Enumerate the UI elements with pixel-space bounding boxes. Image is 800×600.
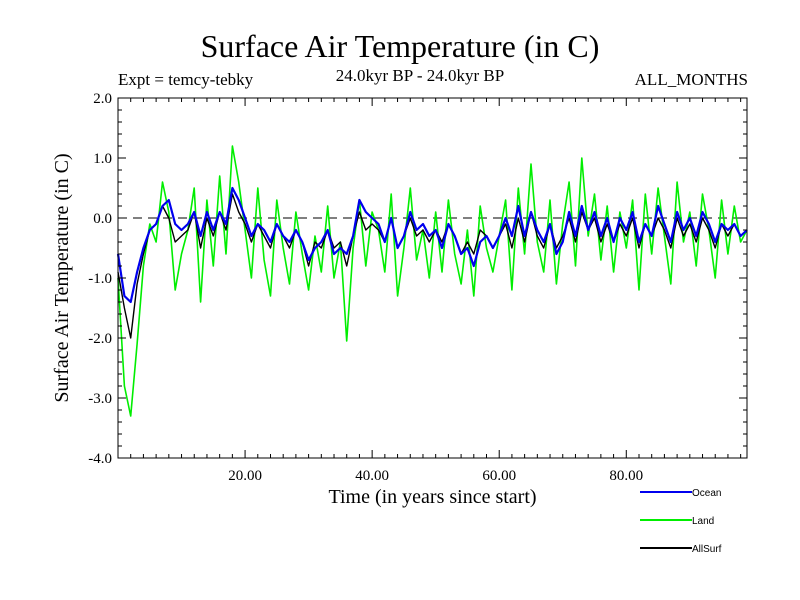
y-tick-label: 1.0 <box>93 151 112 167</box>
x-tick-label: 40.00 <box>355 468 389 484</box>
series-line-land <box>117 145 748 417</box>
legend: Ocean Land AllSurf <box>640 488 722 555</box>
x-tick-label: 20.00 <box>228 468 262 484</box>
legend-label-ocean: Ocean <box>692 488 721 499</box>
series-line-ocean <box>116 186 748 304</box>
y-tick-label: -4.0 <box>88 451 112 467</box>
experiment-label: Expt = temcy-tebky <box>118 70 254 89</box>
months-label: ALL_MONTHS <box>634 70 748 89</box>
plot-frame <box>117 97 748 459</box>
legend-label-land: Land <box>692 516 714 527</box>
x-tick-label: 80.00 <box>609 468 643 484</box>
series-line-allsurf <box>117 193 748 339</box>
y-tick-label: 0.0 <box>93 211 112 227</box>
chart-title: Surface Air Temperature (in C) <box>200 28 600 64</box>
y-axis-title: Surface Air Temperature (in C) <box>51 153 73 402</box>
y-tick-label: -1.0 <box>88 271 112 287</box>
x-tick-label: 60.00 <box>482 468 516 484</box>
legend-label-allsurf: AllSurf <box>692 544 722 555</box>
y-tick-label: 2.0 <box>93 91 112 107</box>
x-axis-title: Time (in years since start) <box>328 486 536 508</box>
period-label: 24.0kyr BP - 24.0kyr BP <box>335 66 505 85</box>
y-tick-label: -2.0 <box>88 331 112 347</box>
y-tick-label: -3.0 <box>88 391 112 407</box>
